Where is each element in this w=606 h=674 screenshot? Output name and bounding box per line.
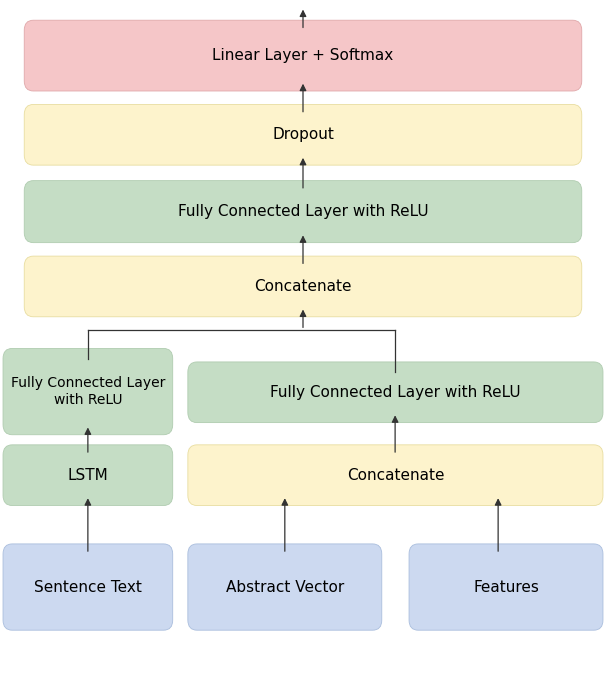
FancyBboxPatch shape [3, 445, 173, 506]
Text: Abstract Vector: Abstract Vector [225, 580, 344, 594]
Text: Linear Layer + Softmax: Linear Layer + Softmax [212, 48, 394, 63]
FancyBboxPatch shape [24, 256, 582, 317]
Text: Fully Connected Layer with ReLU: Fully Connected Layer with ReLU [270, 385, 521, 400]
Text: Dropout: Dropout [272, 127, 334, 142]
Text: Concatenate: Concatenate [347, 468, 444, 483]
FancyBboxPatch shape [24, 181, 582, 243]
Text: Features: Features [473, 580, 539, 594]
FancyBboxPatch shape [188, 445, 603, 506]
FancyBboxPatch shape [3, 544, 173, 630]
FancyBboxPatch shape [188, 362, 603, 423]
Text: LSTM: LSTM [67, 468, 108, 483]
Text: Fully Connected Layer
with ReLU: Fully Connected Layer with ReLU [11, 377, 165, 406]
FancyBboxPatch shape [188, 544, 382, 630]
Text: Concatenate: Concatenate [255, 279, 351, 294]
FancyBboxPatch shape [24, 104, 582, 165]
Text: Sentence Text: Sentence Text [34, 580, 142, 594]
FancyBboxPatch shape [409, 544, 603, 630]
FancyBboxPatch shape [3, 348, 173, 435]
Text: Fully Connected Layer with ReLU: Fully Connected Layer with ReLU [178, 204, 428, 219]
FancyBboxPatch shape [24, 20, 582, 91]
